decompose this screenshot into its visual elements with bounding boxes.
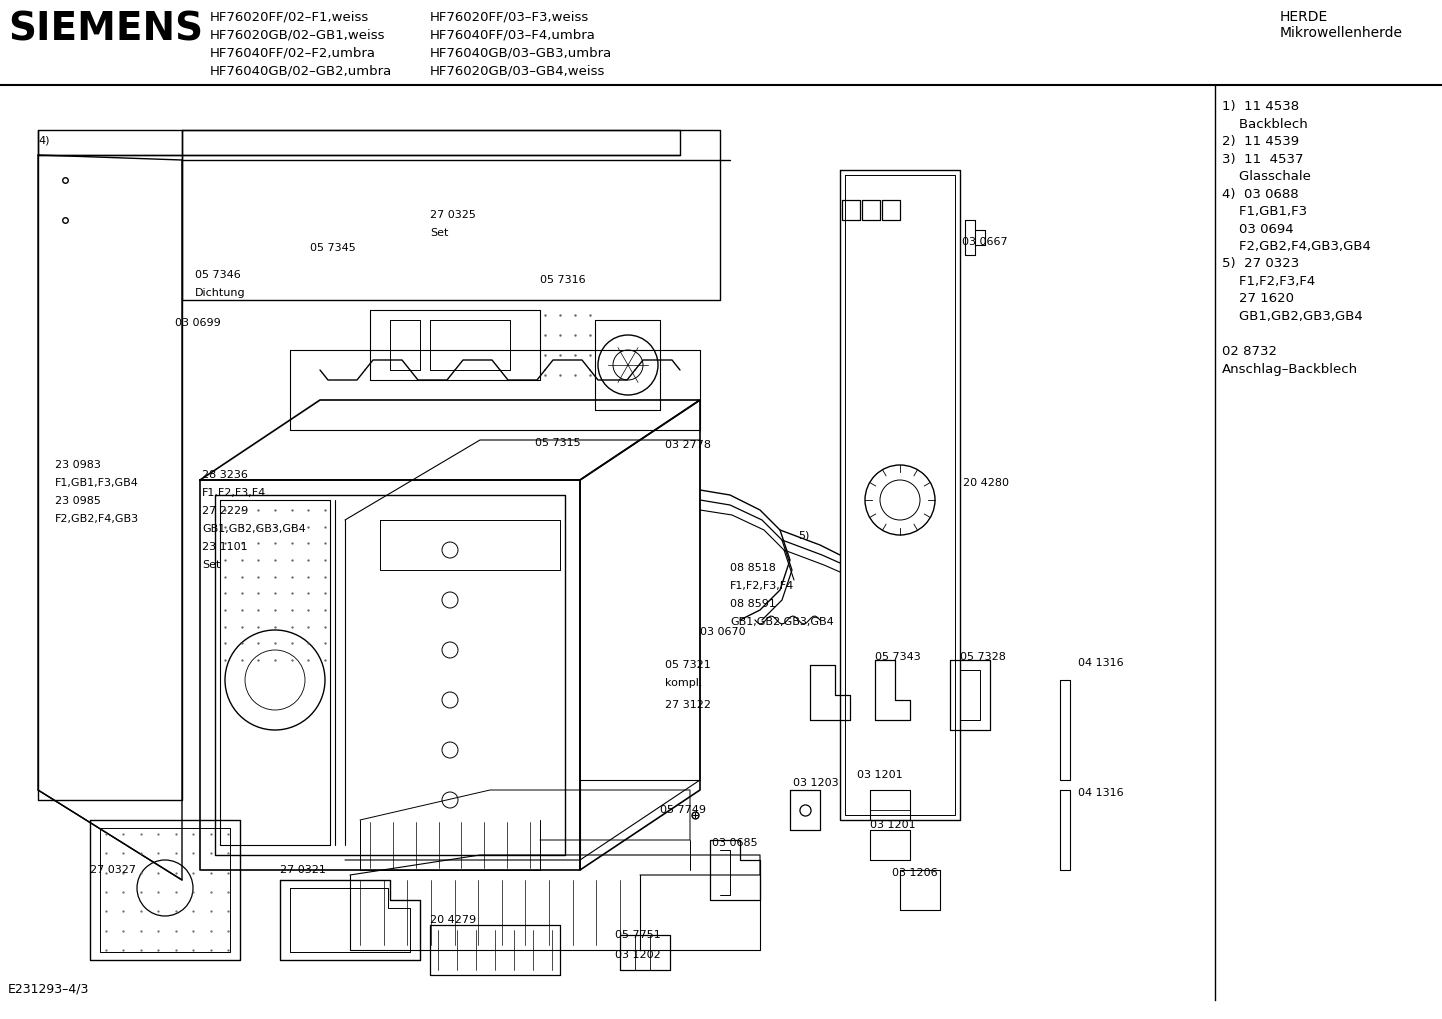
- Text: F1,GB1,F3,GB4: F1,GB1,F3,GB4: [55, 478, 138, 488]
- Text: 20 4280: 20 4280: [963, 478, 1009, 488]
- Text: 1)  11 4538: 1) 11 4538: [1221, 100, 1299, 113]
- Text: 03 1201: 03 1201: [870, 820, 916, 830]
- Text: F1,F2,F3,F4: F1,F2,F3,F4: [202, 488, 267, 498]
- Text: F1,F2,F3,F4: F1,F2,F3,F4: [1221, 275, 1315, 288]
- Text: 3)  11  4537: 3) 11 4537: [1221, 153, 1304, 165]
- Text: F1,F2,F3,F4: F1,F2,F3,F4: [730, 581, 795, 591]
- Text: 05 7345: 05 7345: [310, 243, 356, 253]
- Text: E231293–4/3: E231293–4/3: [9, 982, 89, 995]
- Text: 28 3236: 28 3236: [202, 470, 248, 480]
- Text: 03 1206: 03 1206: [893, 868, 937, 878]
- Text: 05 7315: 05 7315: [535, 438, 581, 448]
- Text: 27 0325: 27 0325: [430, 210, 476, 220]
- Text: 27 3122: 27 3122: [665, 700, 711, 710]
- Text: 5): 5): [797, 530, 809, 540]
- Text: F1,GB1,F3: F1,GB1,F3: [1221, 205, 1306, 218]
- Text: HF76020FF/02–F1,weiss: HF76020FF/02–F1,weiss: [211, 10, 369, 23]
- Text: HF76020GB/03–GB4,weiss: HF76020GB/03–GB4,weiss: [430, 64, 606, 77]
- Text: 04 1316: 04 1316: [1079, 788, 1123, 798]
- Text: HF76040FF/02–F2,umbra: HF76040FF/02–F2,umbra: [211, 46, 376, 59]
- Text: 4)  03 0688: 4) 03 0688: [1221, 187, 1299, 201]
- Text: 03 1203: 03 1203: [793, 777, 839, 788]
- Text: kompl.: kompl.: [665, 678, 702, 688]
- Text: HF76040FF/03–F4,umbra: HF76040FF/03–F4,umbra: [430, 28, 596, 41]
- Text: Anschlag–Backblech: Anschlag–Backblech: [1221, 363, 1358, 375]
- Text: HF76020GB/02–GB1,weiss: HF76020GB/02–GB1,weiss: [211, 28, 385, 41]
- Text: 20 4279: 20 4279: [430, 915, 476, 925]
- Text: 03 0685: 03 0685: [712, 838, 757, 848]
- Text: 08 8518: 08 8518: [730, 564, 776, 573]
- Text: 05 7321: 05 7321: [665, 660, 711, 671]
- Text: 2)  11 4539: 2) 11 4539: [1221, 135, 1299, 148]
- Text: 27 0321: 27 0321: [280, 865, 326, 875]
- Text: 23 1101: 23 1101: [202, 542, 248, 552]
- Text: 03 0667: 03 0667: [962, 237, 1008, 247]
- Text: 02 8732: 02 8732: [1221, 345, 1278, 358]
- Text: HF76020FF/03–F3,weiss: HF76020FF/03–F3,weiss: [430, 10, 590, 23]
- Text: Set: Set: [202, 560, 221, 570]
- Text: Set: Set: [430, 228, 448, 238]
- Text: 27 2229: 27 2229: [202, 506, 248, 516]
- Text: 05 7751: 05 7751: [614, 930, 660, 940]
- Text: GB1,GB2,GB3,GB4: GB1,GB2,GB3,GB4: [202, 524, 306, 534]
- Text: F2,GB2,F4,GB3,GB4: F2,GB2,F4,GB3,GB4: [1221, 240, 1371, 253]
- Text: HF76040GB/02–GB2,umbra: HF76040GB/02–GB2,umbra: [211, 64, 392, 77]
- Text: 05 7316: 05 7316: [539, 275, 585, 285]
- Text: 03 1201: 03 1201: [857, 770, 903, 780]
- Text: Glasschale: Glasschale: [1221, 170, 1311, 183]
- Text: Backblech: Backblech: [1221, 117, 1308, 130]
- Text: SIEMENS: SIEMENS: [9, 10, 203, 48]
- Text: 23 0983: 23 0983: [55, 460, 101, 470]
- Text: 5)  27 0323: 5) 27 0323: [1221, 258, 1299, 270]
- Text: GB1,GB2,GB3,GB4: GB1,GB2,GB3,GB4: [1221, 310, 1363, 323]
- Text: 03 0670: 03 0670: [699, 627, 746, 637]
- Text: 23 0985: 23 0985: [55, 496, 101, 506]
- Text: 08 8591: 08 8591: [730, 599, 776, 609]
- Text: 04 1316: 04 1316: [1079, 658, 1123, 668]
- Text: Dichtung: Dichtung: [195, 288, 245, 298]
- Text: 05 7328: 05 7328: [960, 652, 1007, 662]
- Text: 03 0694: 03 0694: [1221, 222, 1293, 235]
- Text: 03 1202: 03 1202: [614, 950, 660, 960]
- Text: GB1,GB2,GB3,GB4: GB1,GB2,GB3,GB4: [730, 616, 833, 627]
- Text: HERDE: HERDE: [1280, 10, 1328, 24]
- Text: 03 2778: 03 2778: [665, 440, 711, 450]
- Text: 27 1620: 27 1620: [1221, 292, 1293, 306]
- Text: F2,GB2,F4,GB3: F2,GB2,F4,GB3: [55, 514, 138, 524]
- Text: 03 0699: 03 0699: [174, 318, 221, 328]
- Text: HF76040GB/03–GB3,umbra: HF76040GB/03–GB3,umbra: [430, 46, 613, 59]
- Text: Mikrowellenherde: Mikrowellenherde: [1280, 26, 1403, 40]
- Text: 05 7346: 05 7346: [195, 270, 241, 280]
- Text: 05 7343: 05 7343: [875, 652, 921, 662]
- Text: 27 0327: 27 0327: [89, 865, 136, 875]
- Text: 4): 4): [37, 135, 49, 145]
- Text: 05 7749: 05 7749: [660, 805, 707, 815]
